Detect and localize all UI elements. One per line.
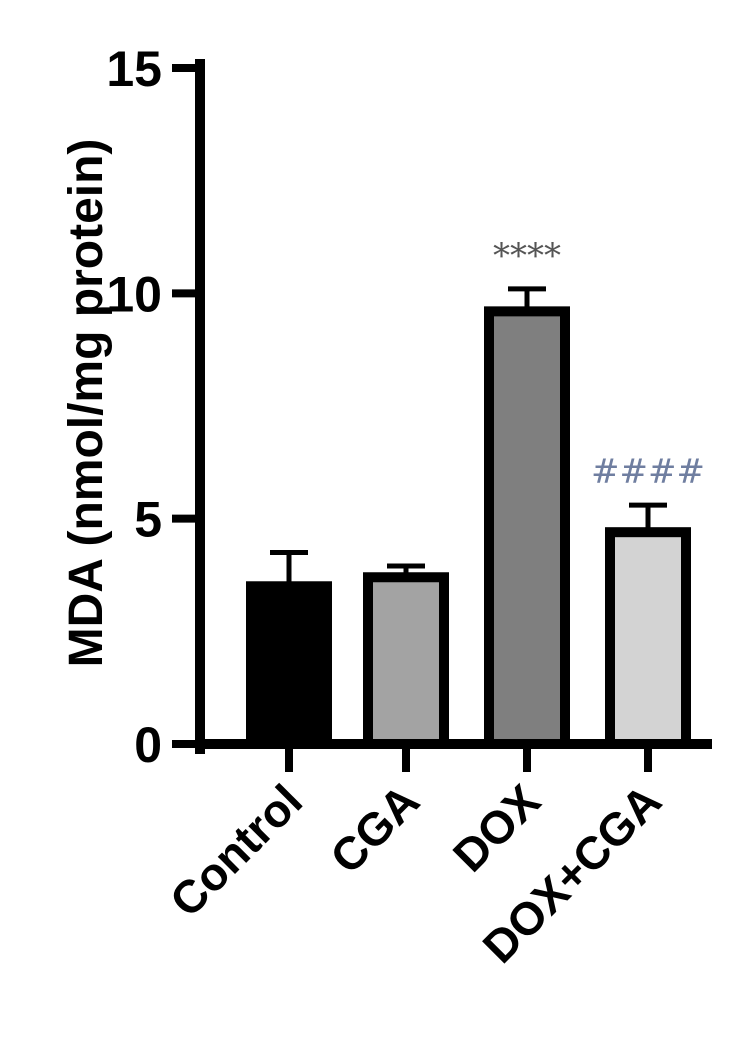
x-tick-label-dox: DOX	[443, 774, 550, 881]
x-tick-label-control: Control	[160, 774, 312, 926]
y-axis-title: MDA (nmol/mg protein)	[60, 139, 113, 668]
bar-dox-cga	[605, 527, 691, 749]
bar-control	[246, 581, 332, 749]
y-tick-label-0: 0	[134, 717, 162, 773]
bar-cga	[363, 572, 449, 750]
y-tick-label-5: 5	[134, 492, 162, 548]
bar-dox	[484, 306, 570, 749]
y-tick-label-10: 10	[106, 266, 162, 322]
y-tick-label-15: 15	[106, 41, 162, 97]
significance-label-dox: ****	[493, 236, 561, 276]
x-tick-label-cga: CGA	[320, 774, 429, 883]
significance-label-dox-cga: ####	[591, 452, 705, 492]
